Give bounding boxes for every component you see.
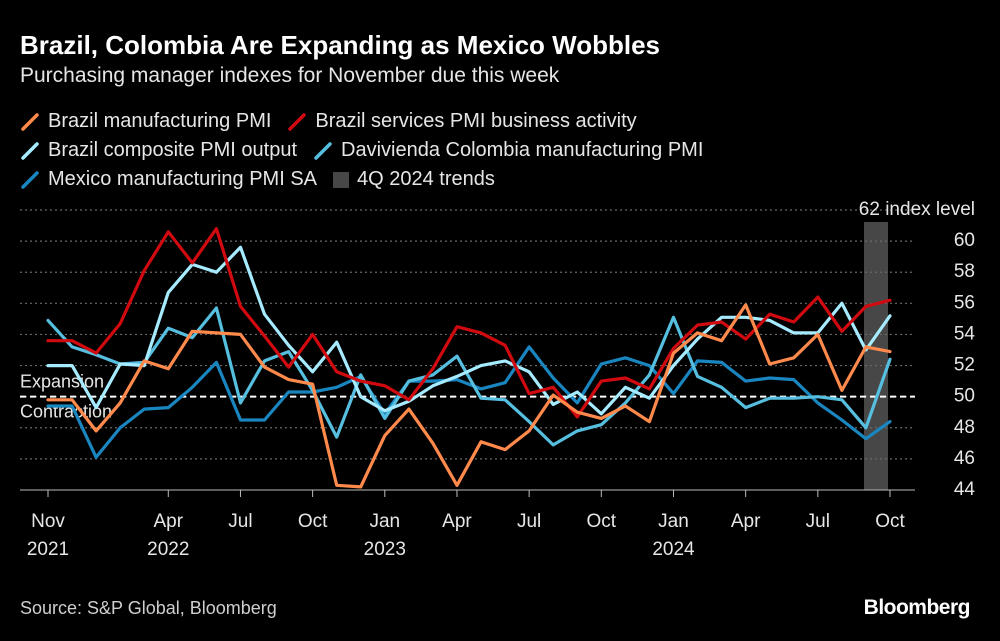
x-tick-label: Oct [586,511,617,532]
legend-label: Brazil services PMI business activity [315,110,637,132]
x-tick-label: Nov 2021 [26,511,70,560]
legend-swatch [21,112,39,131]
x-tick-label: Oct [875,511,905,532]
y-tick-label: 44 [954,479,976,500]
legend-item: Brazil manufacturing PMI [20,110,271,133]
legend-item: Brazil composite PMI output [20,139,297,162]
legend-swatch [288,112,307,131]
x-tick-label: Jan 2024 [652,511,695,560]
x-tick-label: Apr [730,511,761,532]
legend-line [314,141,332,160]
legend-item: 4Q 2024 trends [333,168,495,191]
x-tick-label: Jul [516,511,542,532]
legend-label: Brazil composite PMI output [48,139,297,161]
y-tick-label: 54 [954,323,976,344]
legend-line [21,112,39,131]
annotation: Contraction [20,401,112,421]
data-line [46,345,892,459]
legend-box [333,171,349,188]
x-tick-label: Jul [805,511,830,532]
y-tick-label: 62 index level [859,199,975,220]
legend-label: 4Q 2024 trends [357,168,495,190]
x-tick-label: Jul [228,511,253,532]
y-tick-label: 58 [954,261,975,282]
x-tick-label: Jan 2023 [363,511,406,560]
source-note: Source: S&P Global, Bloomberg [20,598,277,618]
chart-subtitle: Purchasing manager indexes for November … [20,64,560,87]
legend-line [21,170,39,189]
legend: Brazil manufacturing PMI Brazil services … [20,110,840,191]
x-tick-label: Apr 2022 [147,511,190,560]
shaded-period [864,222,888,490]
data-line [46,227,892,419]
legend-label: Brazil manufacturing PMI [48,110,272,132]
legend-line [21,141,39,160]
legend-label: Mexico manufacturing PMI SA [48,168,317,190]
legend-item: Brazil services PMI business activity [287,110,637,133]
legend-swatch [21,141,39,160]
data-line [46,303,892,489]
x-tick-label: Apr [442,511,472,532]
legend-swatch [21,170,39,189]
y-tick-label: 52 [954,355,975,376]
y-tick-label: 56 [954,292,975,313]
legend-item: Mexico manufacturing PMI SA [20,168,317,191]
legend-label: Davivienda Colombia manufacturing PMI [341,139,704,161]
y-tick-label: 48 [954,417,975,438]
annotation: Expansion [20,371,104,391]
y-tick-label: 46 [954,448,975,469]
legend-swatch [314,141,332,160]
legend-item: Davivienda Colombia manufacturing PMI [313,139,703,162]
x-tick-label: Oct [297,511,328,532]
legend-line [288,112,307,131]
chart-title: Brazil, Colombia Are Expanding as Mexico… [20,30,661,60]
y-tick-label: 60 [954,230,975,251]
brand-logo: Bloomberg [863,596,971,619]
y-tick-label: 50 [954,386,975,407]
legend-swatch [333,171,349,188]
